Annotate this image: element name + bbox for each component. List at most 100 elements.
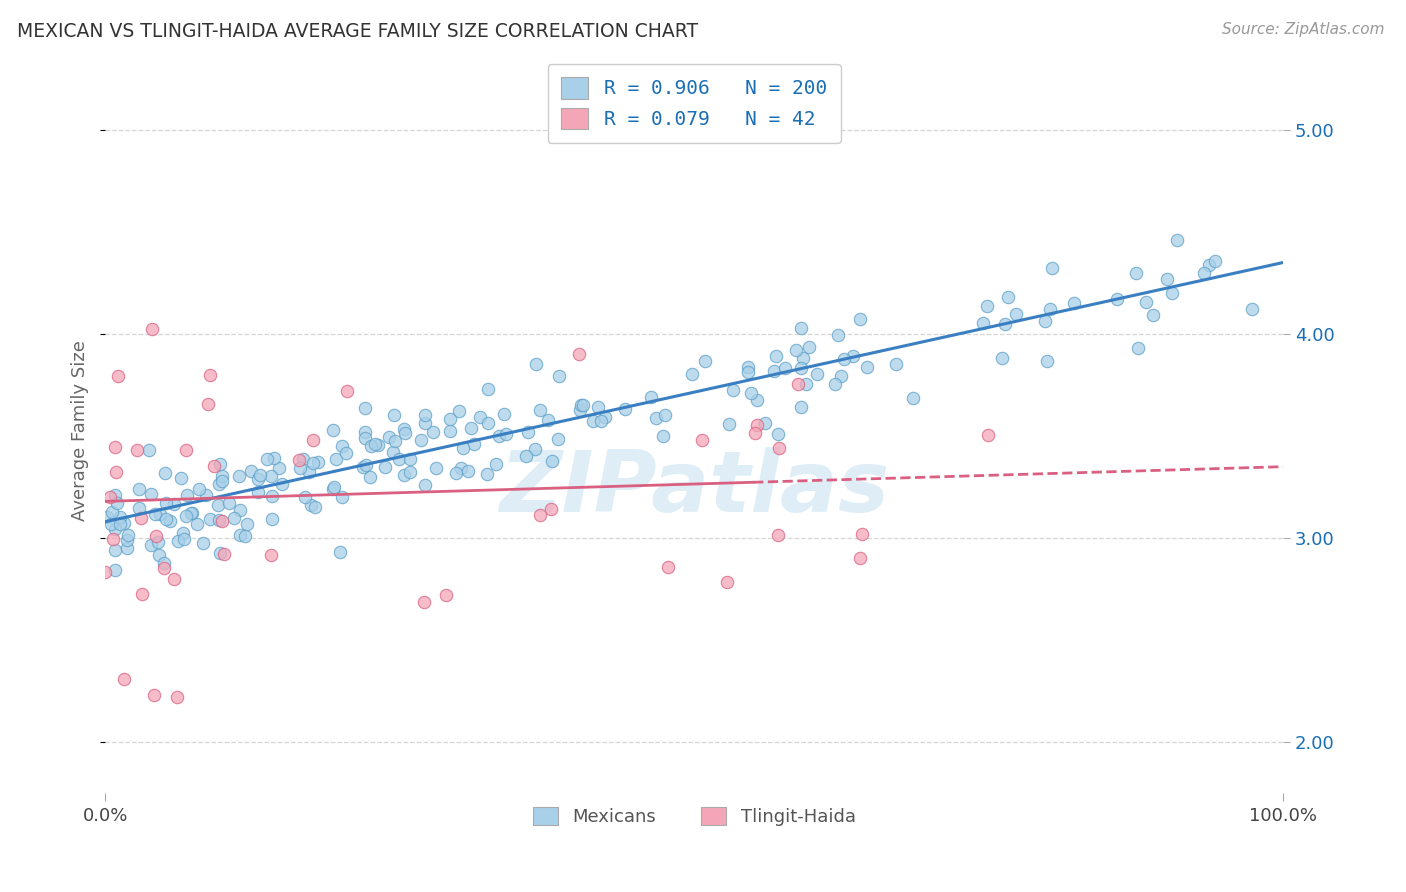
Point [515,450,537,464]
Point [1204,254,1226,268]
Point [172,526,194,541]
Point [529,402,551,417]
Point [249,468,271,483]
Point [450,461,472,475]
Point [197,396,219,410]
Point [322,423,344,437]
Point [294,490,316,504]
Point [138,443,160,458]
Point [394,425,416,440]
Point [901,391,924,405]
Point [681,367,703,381]
Point [100,517,122,532]
Point [572,398,595,412]
Point [229,527,252,541]
Point [94,566,117,580]
Point [352,460,374,475]
Point [260,548,283,562]
Point [477,417,499,431]
Point [792,351,814,365]
Point [976,299,998,313]
Point [364,437,387,451]
Point [765,349,787,363]
Point [399,465,422,479]
Point [166,690,188,704]
Point [849,311,872,326]
Point [104,488,127,502]
Point [228,468,250,483]
Point [218,496,240,510]
Point [247,472,270,486]
Point [394,421,416,435]
Point [382,408,405,422]
Point [263,450,285,465]
Point [457,464,479,478]
Point [292,452,315,467]
Point [1166,233,1188,247]
Point [582,414,605,428]
Point [128,482,150,496]
Point [139,538,162,552]
Point [110,509,132,524]
Point [737,365,759,379]
Point [367,438,389,452]
Point [763,364,786,378]
Point [591,414,613,428]
Point [1063,295,1085,310]
Point [1192,266,1215,280]
Point [131,587,153,601]
Point [537,413,560,427]
Point [1142,308,1164,322]
Point [211,469,233,483]
Point [657,560,679,574]
Point [198,368,221,382]
Point [717,417,740,431]
Point [354,431,377,445]
Point [652,429,675,443]
Point [745,392,768,407]
Point [246,484,269,499]
Point [754,416,776,430]
Point [786,376,808,391]
Point [256,451,278,466]
Point [411,433,433,447]
Point [492,407,515,421]
Point [298,465,321,479]
Point [148,548,170,562]
Point [103,563,125,577]
Point [98,490,121,504]
Point [884,357,907,371]
Point [301,498,323,512]
Point [695,353,717,368]
Text: MEXICAN VS TLINGIT-HAIDA AVERAGE FAMILY SIZE CORRELATION CHART: MEXICAN VS TLINGIT-HAIDA AVERAGE FAMILY … [17,22,697,41]
Point [101,505,124,519]
Point [614,401,637,416]
Point [425,460,447,475]
Point [1033,314,1056,328]
Point [194,487,217,501]
Point [737,360,759,375]
Point [240,464,263,478]
Point [200,512,222,526]
Point [170,471,193,485]
Point [163,572,186,586]
Point [304,500,326,514]
Point [832,351,855,366]
Point [103,543,125,558]
Point [153,467,176,481]
Point [569,403,592,417]
Point [208,457,231,471]
Point [439,424,461,438]
Point [1040,260,1063,275]
Point [110,516,132,531]
Point [994,317,1017,331]
Point [207,498,229,512]
Point [640,391,662,405]
Point [848,551,870,566]
Point [413,595,436,609]
Point [354,401,377,416]
Point [744,426,766,441]
Point [325,451,347,466]
Text: ZIPatlas: ZIPatlas [499,448,890,531]
Point [1036,354,1059,368]
